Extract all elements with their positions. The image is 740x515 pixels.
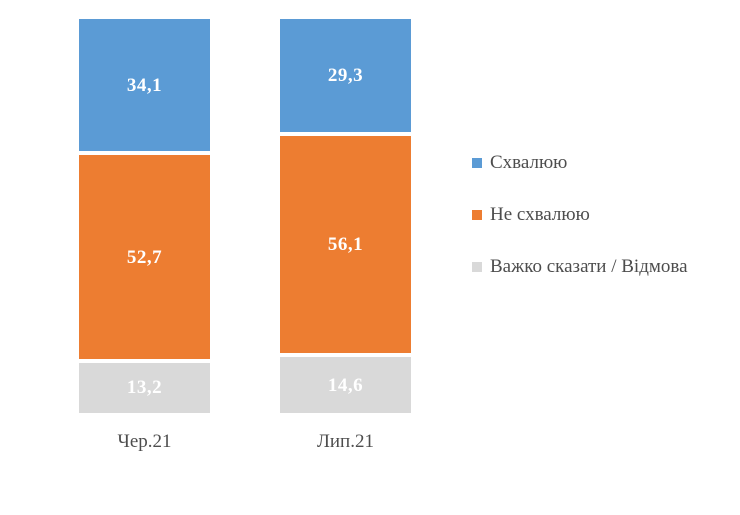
- bar-value-label: 13,2: [126, 377, 163, 399]
- bar-value-label: 56,1: [327, 234, 364, 256]
- x-axis: Чер.21 Лип.21: [0, 430, 740, 456]
- legend-swatch-hard-to-say: [472, 261, 482, 272]
- bar-column-2: 29,3 56,1 14,6: [280, 19, 411, 413]
- bar-segment: 52,7: [79, 153, 210, 361]
- legend-item-hard-to-say: Важко сказати / Відмова: [472, 254, 688, 279]
- legend-label-hard-to-say: Важко сказати / Відмова: [490, 256, 688, 277]
- legend-swatch-disapprove: [472, 209, 482, 220]
- legend-swatch-approve: [472, 157, 482, 168]
- bar-value-label: 52,7: [126, 246, 163, 268]
- bar-segment: 56,1: [280, 134, 411, 356]
- plot-area: 34,1 52,7 13,2 29,3 56,1 14,6: [0, 19, 740, 413]
- legend-label-disapprove: Не схвалюю: [490, 204, 590, 225]
- bar-value-label: 34,1: [126, 74, 163, 96]
- bar-value-label: 29,3: [327, 65, 364, 87]
- x-axis-label: Чер.21: [117, 431, 172, 452]
- bar-segment: 34,1: [79, 19, 210, 154]
- bar-segment: 13,2: [79, 360, 210, 413]
- legend-item-approve: Схвалюю: [472, 150, 688, 175]
- bar-value-label: 14,6: [327, 374, 364, 396]
- bar-column-1: 34,1 52,7 13,2: [79, 19, 210, 413]
- legend-item-disapprove: Не схвалюю: [472, 202, 688, 227]
- bar-segment: 29,3: [280, 19, 411, 135]
- legend: Схвалюю Не схвалюю Важко сказати / Відмо…: [472, 150, 688, 279]
- x-axis-label: Лип.21: [317, 431, 374, 452]
- legend-label-approve: Схвалюю: [490, 152, 568, 173]
- bar-segment: 14,6: [280, 355, 411, 413]
